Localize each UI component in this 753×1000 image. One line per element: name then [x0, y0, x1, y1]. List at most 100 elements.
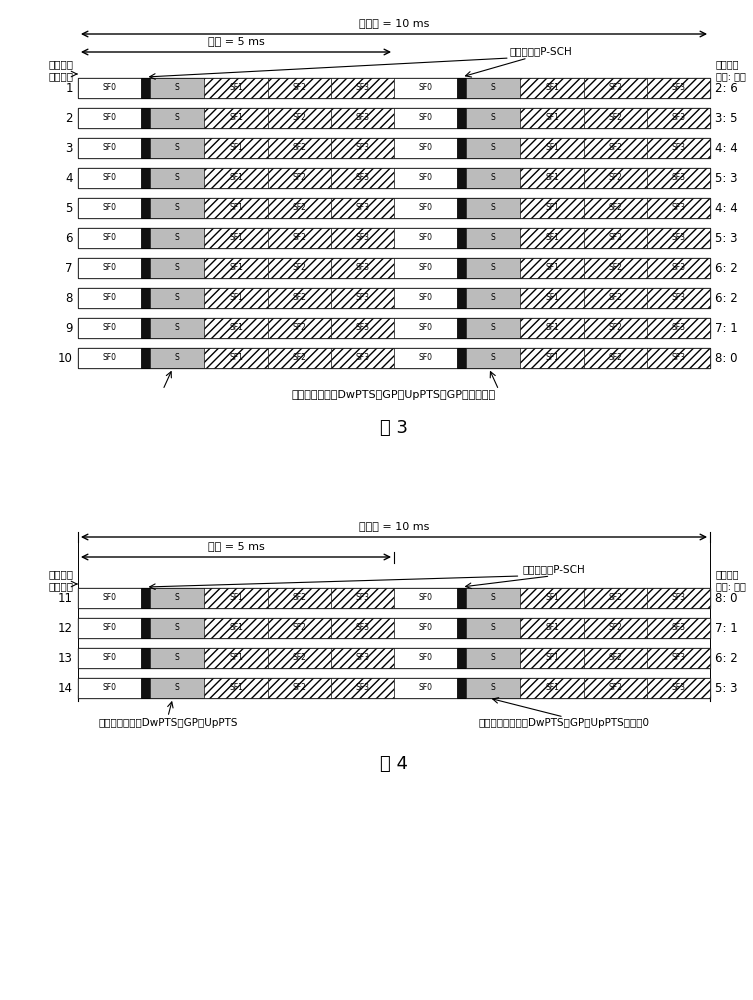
Text: S: S: [175, 174, 180, 182]
Text: S: S: [175, 624, 180, 633]
Text: SF3: SF3: [672, 324, 685, 332]
Bar: [331, 648, 394, 668]
Bar: [457, 588, 466, 608]
Bar: [150, 678, 204, 698]
Text: S: S: [491, 233, 495, 242]
Bar: [466, 348, 520, 368]
Bar: [394, 348, 457, 368]
Text: SF3: SF3: [672, 204, 685, 213]
Text: SF3: SF3: [355, 324, 370, 332]
Text: SF3: SF3: [672, 113, 685, 122]
Text: SF1: SF1: [545, 324, 559, 332]
Text: SF3: SF3: [355, 654, 370, 662]
Bar: [267, 678, 331, 698]
Text: SF1: SF1: [545, 654, 559, 662]
Text: SF2: SF2: [608, 654, 622, 662]
Text: SF2: SF2: [608, 294, 622, 302]
Text: 8: 8: [66, 292, 73, 304]
Bar: [520, 348, 584, 368]
Text: S: S: [491, 593, 495, 602]
Bar: [142, 318, 150, 338]
Text: SF3: SF3: [672, 294, 685, 302]
Text: SF0: SF0: [419, 143, 433, 152]
Text: S: S: [175, 113, 180, 122]
Text: S: S: [175, 684, 180, 692]
Text: 7: 7: [66, 261, 73, 274]
Text: 2: 2: [66, 111, 73, 124]
Bar: [394, 228, 457, 248]
Text: 子帧分配: 子帧分配: [49, 569, 74, 579]
Bar: [466, 108, 520, 128]
Bar: [457, 228, 466, 248]
Bar: [78, 168, 710, 188]
Bar: [584, 288, 647, 308]
Text: SF1: SF1: [545, 684, 559, 692]
Text: SF2: SF2: [292, 174, 306, 182]
Text: SF2: SF2: [292, 113, 306, 122]
Text: 半帧 = 5 ms: 半帧 = 5 ms: [208, 36, 264, 46]
Text: SF2: SF2: [608, 624, 622, 633]
Text: SF3: SF3: [672, 684, 685, 692]
Bar: [466, 318, 520, 338]
Text: SF0: SF0: [419, 174, 433, 182]
Text: SF0: SF0: [102, 593, 117, 602]
Bar: [78, 648, 710, 668]
Text: 特殊区域中仅包括DwPTS，GP和UpPTS长度为0: 特殊区域中仅包括DwPTS，GP和UpPTS长度为0: [478, 718, 649, 728]
Bar: [142, 678, 150, 698]
Text: 无线帧 = 10 ms: 无线帧 = 10 ms: [359, 18, 429, 28]
Text: SF1: SF1: [545, 233, 559, 242]
Text: SF1: SF1: [545, 593, 559, 602]
Text: SF1: SF1: [229, 324, 243, 332]
Bar: [457, 678, 466, 698]
Text: SF1: SF1: [229, 84, 243, 93]
Bar: [466, 78, 520, 98]
Bar: [331, 618, 394, 638]
Text: SF1: SF1: [229, 263, 243, 272]
Text: 4: 4: 4: 4: [715, 202, 738, 215]
Bar: [150, 138, 204, 158]
Bar: [150, 588, 204, 608]
Text: 2: 6: 2: 6: [715, 82, 738, 95]
Bar: [267, 168, 331, 188]
Text: SF3: SF3: [355, 233, 370, 242]
Text: 图 4: 图 4: [380, 755, 408, 773]
Bar: [267, 198, 331, 218]
Bar: [142, 168, 150, 188]
Bar: [466, 678, 520, 698]
Text: S: S: [491, 143, 495, 152]
Text: S: S: [491, 174, 495, 182]
Text: S: S: [491, 324, 495, 332]
Text: SF2: SF2: [608, 174, 622, 182]
Text: SF3: SF3: [355, 684, 370, 692]
Text: 3: 3: [66, 141, 73, 154]
Text: SF1: SF1: [229, 354, 243, 362]
Text: SF0: SF0: [419, 324, 433, 332]
Bar: [267, 618, 331, 638]
Text: SF2: SF2: [292, 143, 306, 152]
Text: SF2: SF2: [292, 233, 306, 242]
Text: SF2: SF2: [608, 324, 622, 332]
Bar: [466, 168, 520, 188]
Bar: [457, 288, 466, 308]
Bar: [267, 78, 331, 98]
Bar: [142, 228, 150, 248]
Bar: [520, 288, 584, 308]
Text: S: S: [175, 324, 180, 332]
Text: S: S: [491, 684, 495, 692]
Text: 4: 4: 4: 4: [715, 141, 738, 154]
Text: 1: 1: [66, 82, 73, 95]
Text: S: S: [491, 294, 495, 302]
Text: SF1: SF1: [229, 204, 243, 213]
Text: SF0: SF0: [102, 204, 117, 213]
Text: SF0: SF0: [102, 143, 117, 152]
Bar: [584, 78, 647, 98]
Text: SF0: SF0: [102, 174, 117, 182]
Text: SF1: SF1: [545, 624, 559, 633]
Bar: [331, 588, 394, 608]
Text: 12: 12: [58, 621, 73, 635]
Text: SF1: SF1: [229, 233, 243, 242]
Bar: [150, 648, 204, 668]
Bar: [520, 588, 584, 608]
Bar: [331, 78, 394, 98]
Bar: [204, 288, 267, 308]
